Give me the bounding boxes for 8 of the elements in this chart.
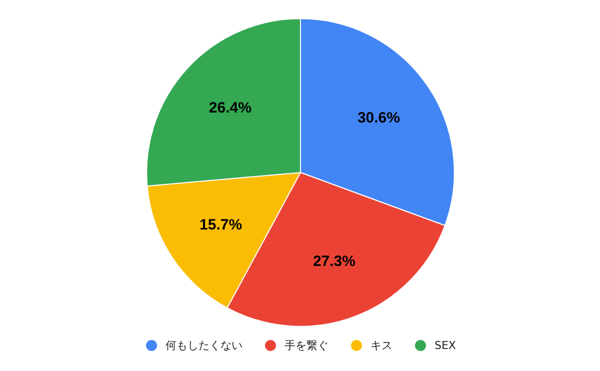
data-label: 30.6% — [357, 109, 400, 126]
data-label: 15.7% — [200, 216, 242, 234]
data-label: 26.4% — [208, 100, 252, 117]
legend-label: 何もしたくない — [166, 339, 242, 352]
data-label: 27.3% — [312, 253, 356, 270]
legend-label: SEX — [434, 339, 456, 352]
legend-label: キス — [370, 339, 392, 352]
legend-label: 手を繋ぐ — [284, 339, 328, 352]
